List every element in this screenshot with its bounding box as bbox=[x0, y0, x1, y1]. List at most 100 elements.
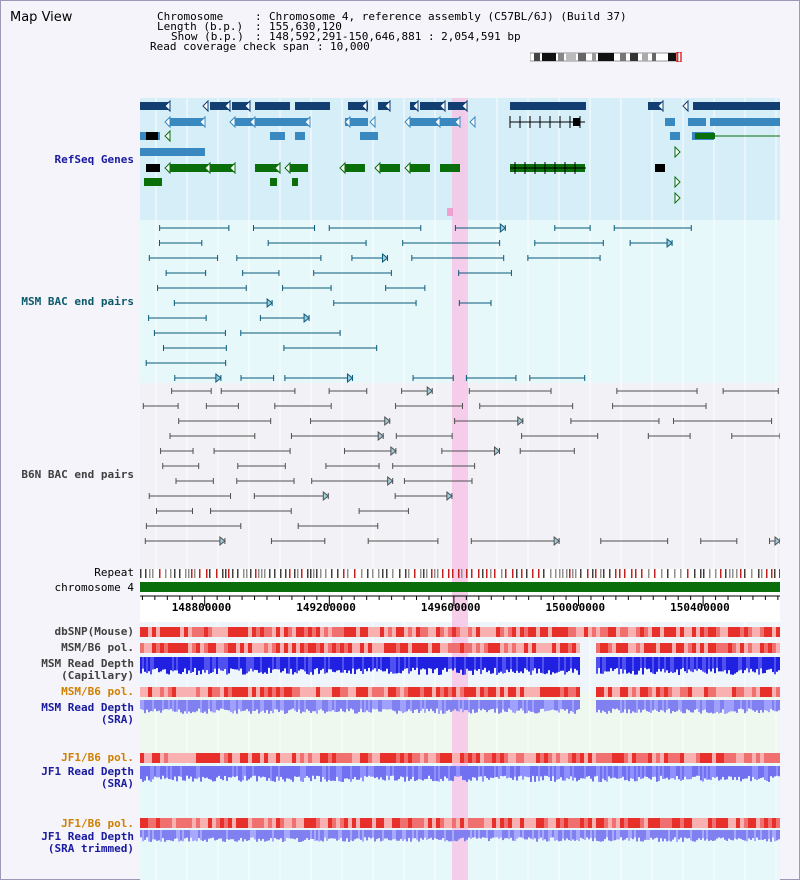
depth-bar bbox=[326, 766, 328, 782]
repeat-track[interactable] bbox=[140, 569, 780, 578]
bac-arrow bbox=[266, 297, 273, 309]
heat-cell bbox=[148, 818, 152, 828]
track-label-jf1-depth-trimmed[interactable]: JF1 Read Depth (SRA trimmed) bbox=[41, 830, 134, 855]
track-label-msm-bac[interactable]: MSM BAC end pairs bbox=[21, 295, 134, 308]
depth-bar bbox=[444, 700, 446, 714]
gene-exon[interactable] bbox=[360, 132, 378, 140]
gene-exon[interactable] bbox=[573, 118, 580, 126]
depth-bar bbox=[772, 700, 774, 711]
gene-exon[interactable] bbox=[695, 133, 715, 139]
gene-exon[interactable] bbox=[655, 164, 665, 172]
gene-exon[interactable] bbox=[146, 132, 158, 140]
track-label-jf1-depth[interactable]: JF1 Read Depth (SRA) bbox=[41, 765, 134, 790]
gene-exon[interactable] bbox=[448, 102, 467, 110]
heat-cell bbox=[356, 687, 360, 697]
gene-exon[interactable] bbox=[688, 118, 706, 126]
depth-bar bbox=[232, 766, 234, 777]
gene-exon[interactable] bbox=[170, 164, 235, 172]
gene-exon[interactable] bbox=[292, 178, 298, 186]
read-depth-tracks[interactable] bbox=[140, 657, 780, 842]
genome-map-panel[interactable] bbox=[140, 98, 780, 880]
gene-exon[interactable] bbox=[345, 118, 368, 126]
track-label-msm-pol-sra[interactable]: MSM/B6 pol. bbox=[61, 685, 134, 698]
track-label-jf1-pol-trimmed[interactable]: JF1/B6 pol. bbox=[61, 817, 134, 830]
track-label-dbsnp[interactable]: dbSNP(Mouse) bbox=[54, 625, 134, 638]
depth-bar bbox=[316, 830, 318, 841]
gene-exon[interactable] bbox=[235, 118, 260, 126]
gene-exon[interactable] bbox=[295, 102, 330, 110]
track-label-msm-depth-sra[interactable]: MSM Read Depth (SRA) bbox=[41, 701, 134, 726]
track-label-b6n-bac[interactable]: B6N BAC end pairs bbox=[21, 468, 134, 481]
heat-cell bbox=[172, 687, 176, 697]
msm-bac-pairs[interactable] bbox=[145, 222, 692, 384]
gene-exon[interactable] bbox=[270, 132, 285, 140]
chromosome-ideogram[interactable] bbox=[530, 52, 682, 62]
gene-exon[interactable] bbox=[146, 164, 160, 172]
heat-cell bbox=[648, 687, 652, 697]
depth-bar bbox=[230, 657, 232, 669]
gene-exon[interactable] bbox=[255, 102, 290, 110]
gene-exon[interactable] bbox=[710, 118, 780, 126]
gene-exon[interactable] bbox=[255, 118, 310, 126]
gene-exon[interactable] bbox=[380, 164, 400, 172]
gene-exon[interactable] bbox=[295, 132, 305, 140]
depth-bar bbox=[164, 766, 166, 779]
track-label-msm-pol[interactable]: MSM/B6 pol. bbox=[61, 641, 134, 654]
gene-exon[interactable] bbox=[270, 178, 277, 186]
gene-exon[interactable] bbox=[670, 132, 680, 140]
gene-exon[interactable] bbox=[210, 102, 230, 110]
depth-bar bbox=[664, 700, 666, 713]
gene-exon[interactable] bbox=[170, 118, 205, 126]
repeat-element bbox=[294, 569, 296, 578]
depth-bar bbox=[596, 830, 598, 841]
gene-exon[interactable] bbox=[648, 102, 663, 110]
gene-exon[interactable] bbox=[378, 102, 390, 110]
gene-exon[interactable] bbox=[440, 118, 460, 126]
heat-cell bbox=[284, 753, 288, 763]
gene-exon[interactable] bbox=[440, 164, 460, 172]
repeat-element bbox=[559, 569, 561, 578]
gene-exon[interactable] bbox=[348, 102, 368, 110]
depth-bar bbox=[426, 830, 428, 840]
gene-exon[interactable] bbox=[410, 118, 440, 126]
b6n-bac-pairs[interactable] bbox=[142, 385, 780, 547]
gene-exon[interactable] bbox=[693, 102, 780, 110]
depth-bar bbox=[226, 766, 228, 781]
gene-exon[interactable] bbox=[345, 164, 365, 172]
gene-exon[interactable] bbox=[144, 178, 162, 186]
gene-exon[interactable] bbox=[232, 102, 250, 110]
depth-bar bbox=[566, 657, 568, 673]
track-label-msm-depth-capillary[interactable]: MSM Read Depth (Capillary) bbox=[41, 657, 134, 682]
highlight-region[interactable] bbox=[452, 98, 468, 880]
depth-bar bbox=[644, 830, 646, 840]
refseq-genes[interactable] bbox=[140, 99, 780, 216]
depth-bar bbox=[674, 766, 676, 780]
heat-cell bbox=[688, 687, 692, 697]
depth-bar bbox=[320, 700, 322, 710]
gene-exon[interactable] bbox=[665, 118, 675, 126]
gene-exon[interactable] bbox=[420, 102, 445, 110]
gene-exon[interactable] bbox=[140, 148, 205, 156]
strand-arrow bbox=[244, 99, 251, 113]
depth-bar bbox=[484, 700, 486, 710]
depth-bar bbox=[268, 766, 270, 779]
track-label-refseq[interactable]: RefSeq Genes bbox=[54, 153, 134, 166]
gene-exon[interactable] bbox=[510, 102, 586, 110]
track-label-jf1-pol[interactable]: JF1/B6 pol. bbox=[61, 751, 134, 764]
heat-cell bbox=[732, 753, 736, 763]
heat-cell bbox=[532, 643, 536, 653]
track-label-repeat[interactable]: Repeat bbox=[94, 566, 134, 579]
depth-bar bbox=[300, 700, 302, 714]
depth-bar bbox=[372, 766, 374, 777]
gene-exon[interactable] bbox=[140, 102, 170, 110]
depth-bar bbox=[460, 830, 462, 839]
gene-exon[interactable] bbox=[255, 164, 280, 172]
depth-bar bbox=[242, 657, 244, 675]
heat-cell bbox=[524, 643, 528, 653]
polymorphism-tracks[interactable] bbox=[140, 627, 780, 828]
gene-exon[interactable] bbox=[288, 164, 308, 172]
heat-cell bbox=[732, 627, 736, 637]
heat-cell bbox=[184, 753, 188, 763]
chromosome-sep: : bbox=[255, 10, 262, 23]
gene-exon[interactable] bbox=[410, 164, 430, 172]
